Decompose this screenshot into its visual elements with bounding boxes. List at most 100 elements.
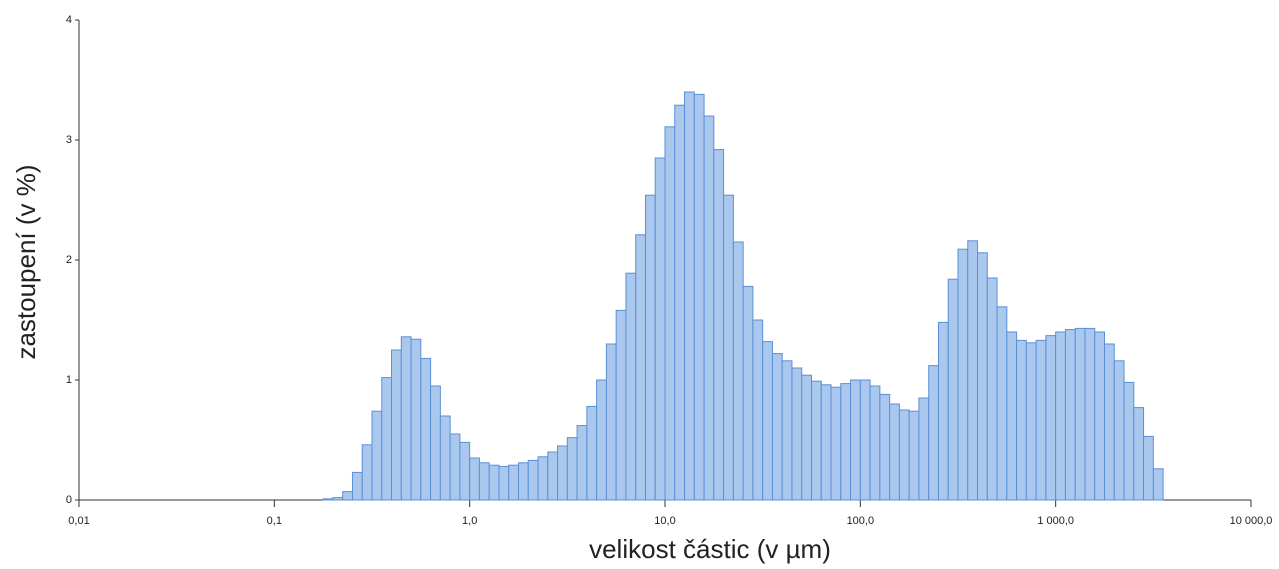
bar: [723, 194, 734, 501]
bar: [332, 497, 344, 501]
bar: [830, 386, 842, 501]
bar: [674, 104, 686, 501]
bar: [889, 403, 900, 501]
y-axis-title: zastoupení (v %): [11, 164, 41, 359]
bar: [430, 385, 441, 501]
bar: [566, 437, 578, 501]
bar: [391, 349, 402, 501]
bar: [605, 343, 617, 501]
bar: [1094, 331, 1105, 501]
bar: [644, 194, 656, 501]
bar: [635, 234, 646, 501]
x-tick-label: 10,0: [654, 515, 675, 527]
bar: [615, 309, 627, 501]
bar: [977, 252, 988, 501]
bar: [791, 367, 803, 501]
bar: [1025, 342, 1037, 501]
y-tick-label: 0: [66, 494, 72, 506]
bar: [439, 415, 451, 501]
bar: [459, 441, 471, 501]
bar: [703, 115, 715, 501]
bar: [986, 277, 998, 501]
bar: [820, 384, 832, 501]
bar: [1035, 339, 1047, 501]
bar: [342, 491, 353, 501]
bar: [586, 405, 598, 501]
bar: [1045, 335, 1057, 501]
bar: [596, 379, 607, 501]
bar: [810, 380, 822, 501]
bar: [967, 240, 979, 501]
bar: [381, 377, 393, 501]
bar: [1133, 407, 1145, 501]
x-tick-label: 1 000,0: [1037, 515, 1074, 527]
bar: [547, 451, 559, 501]
bar: [361, 444, 373, 501]
bar: [420, 357, 432, 501]
bar: [801, 374, 812, 501]
bar: [781, 360, 793, 501]
bar: [527, 459, 539, 501]
x-tick-label: 0,1: [267, 515, 282, 527]
bar: [488, 464, 500, 501]
x-axis-title: velikost částic (v µm): [589, 534, 831, 564]
bar: [879, 393, 891, 501]
bar: [693, 93, 705, 501]
bar: [1074, 327, 1086, 501]
bar: [1084, 327, 1096, 501]
bar: [908, 410, 920, 501]
bar: [469, 457, 480, 501]
bar: [937, 321, 949, 501]
bar: [517, 462, 529, 501]
bar: [898, 409, 910, 501]
y-tick-label: 3: [66, 134, 72, 146]
bar: [947, 278, 959, 501]
y-tick-label: 2: [66, 254, 72, 266]
bar: [1016, 339, 1027, 501]
bar: [537, 456, 549, 501]
bar: [713, 149, 725, 501]
x-tick-label: 1,0: [462, 515, 477, 527]
bar: [498, 465, 510, 501]
bar: [1152, 468, 1164, 501]
x-tick-label: 10 000,0: [1230, 515, 1273, 527]
bar: [576, 425, 588, 501]
bar: [840, 383, 852, 501]
bar: [654, 157, 666, 501]
bar: [625, 272, 637, 501]
x-tick-label: 0,01: [68, 515, 89, 527]
bar: [928, 365, 939, 501]
bar: [1113, 360, 1125, 501]
bar: [478, 462, 490, 501]
bar: [1055, 331, 1066, 501]
bar: [762, 341, 773, 501]
bar: [918, 397, 930, 501]
y-tick-label: 1: [66, 374, 72, 386]
bar: [1143, 435, 1154, 501]
bar: [752, 319, 764, 501]
bar: [732, 241, 744, 501]
bar: [957, 248, 969, 501]
bar: [742, 285, 754, 501]
x-tick-label: 100,0: [847, 515, 875, 527]
bar: [351, 471, 363, 501]
bar: [1103, 343, 1115, 501]
bar: [869, 385, 881, 501]
bar: [400, 336, 412, 501]
y-tick-label: 4: [66, 14, 72, 26]
bar: [449, 433, 461, 501]
bar: [664, 126, 676, 501]
bar: [684, 91, 695, 501]
bar: [557, 445, 568, 501]
bar: [996, 306, 1008, 501]
bar: [322, 498, 334, 501]
bar: [850, 379, 861, 501]
bar: [410, 338, 422, 501]
bar: [771, 353, 783, 501]
bar: [371, 410, 383, 501]
bar: [508, 464, 519, 501]
bar: [1006, 331, 1018, 501]
bar: [1064, 329, 1076, 501]
